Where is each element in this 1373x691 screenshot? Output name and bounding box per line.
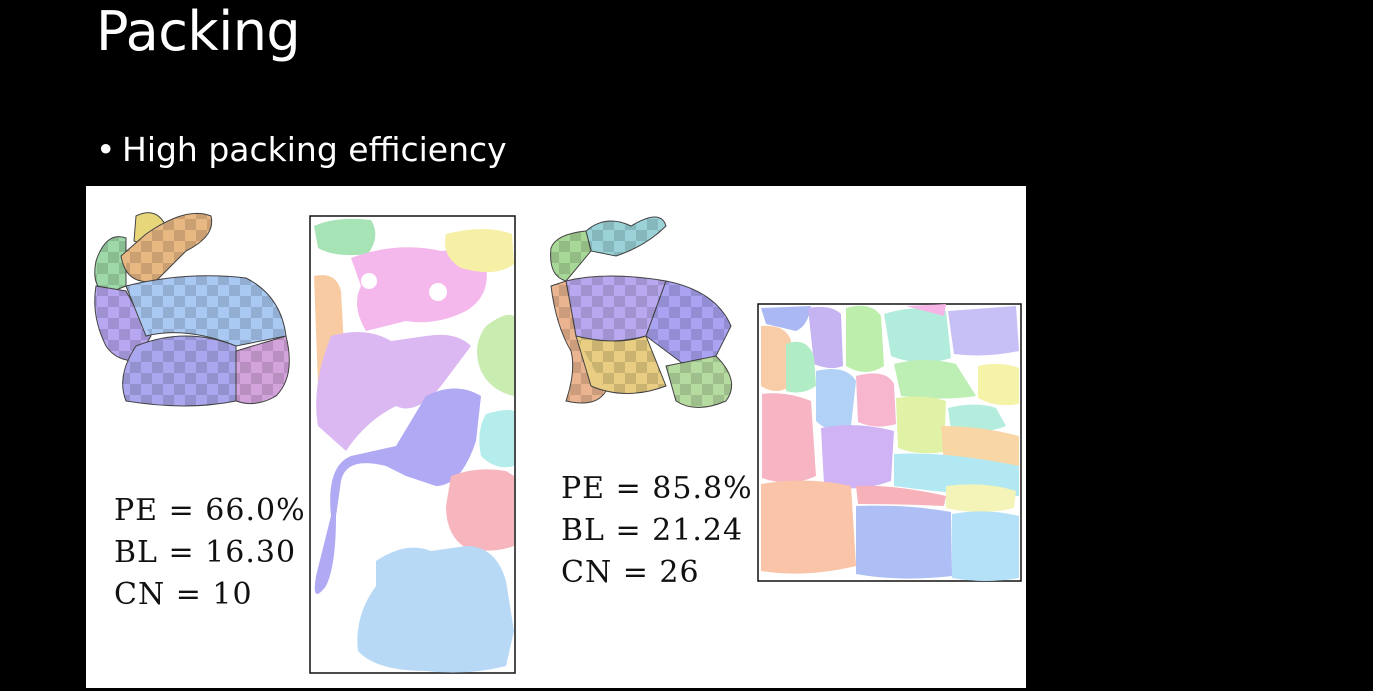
bullet-dot-icon: •	[96, 130, 116, 169]
packing-figure: PE = 66.0% BL = 16.30 CN = 10 PE = 85.8%…	[86, 186, 1026, 688]
left-cn-value: CN = 10	[114, 577, 253, 612]
right-bl-value: BL = 21.24	[561, 513, 744, 548]
left-pe-value: PE = 66.0%	[114, 493, 306, 528]
left-metrics: PE = 66.0% BL = 16.30 CN = 10	[114, 490, 306, 616]
slide-title: Packing	[96, 0, 301, 63]
right-metrics: PE = 85.8% BL = 21.24 CN = 26	[561, 468, 753, 594]
left-bunny-model	[94, 212, 290, 407]
packing-illustration	[94, 212, 1022, 674]
right-bunny-model	[550, 216, 733, 408]
right-pe-value: PE = 85.8%	[561, 471, 753, 506]
right-atlas	[757, 303, 1022, 582]
right-cn-value: CN = 26	[561, 555, 700, 590]
left-bl-value: BL = 16.30	[114, 535, 297, 570]
bullet-item: • High packing efficiency	[96, 128, 507, 172]
bullet-text: High packing efficiency	[122, 130, 507, 169]
left-atlas	[309, 215, 516, 674]
